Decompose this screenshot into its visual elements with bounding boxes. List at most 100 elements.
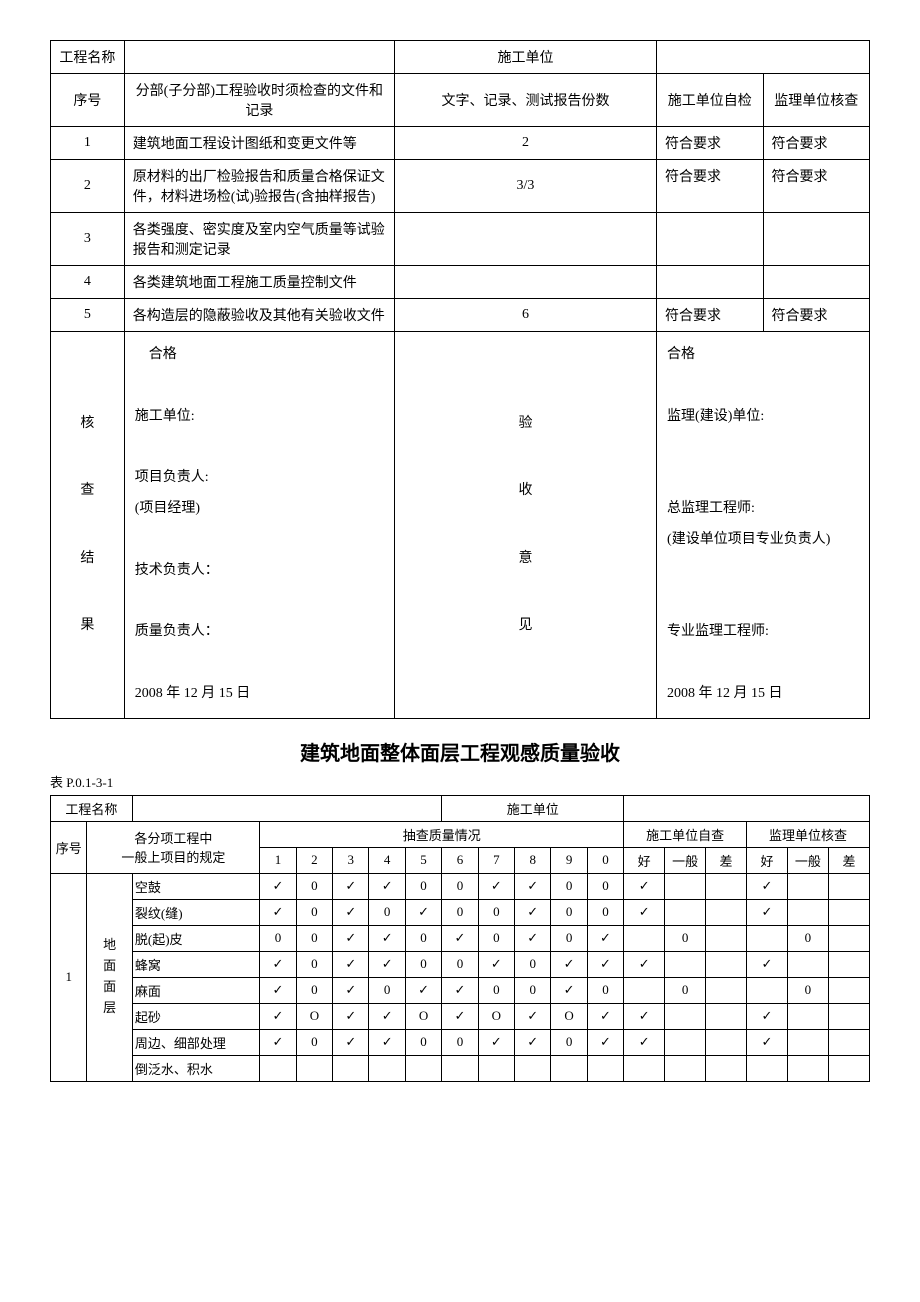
sample-cell: 0 <box>442 899 478 925</box>
sample-cell: ✓ <box>515 873 551 899</box>
self-cell <box>706 873 747 899</box>
cell-doc: 各类建筑地面工程施工质量控制文件 <box>124 266 394 299</box>
super-cell <box>787 1003 828 1029</box>
sample-cell: ✓ <box>442 925 478 951</box>
table-row: 起砂✓O✓✓O✓O✓O✓✓✓ <box>51 1003 870 1029</box>
sample-cell: ✓ <box>369 925 405 951</box>
sample-cell: ✓ <box>260 899 296 925</box>
self-cell <box>706 1029 747 1055</box>
header-self-2: 施工单位自查 <box>624 821 747 847</box>
cell-copies: 6 <box>394 299 656 332</box>
sample-cell: ✓ <box>587 925 623 951</box>
super-cell <box>747 977 788 1003</box>
sample-cell: O <box>551 1003 587 1029</box>
group-no: 1 <box>51 873 87 1081</box>
sample-cell: ✓ <box>478 1029 514 1055</box>
item-name: 起砂 <box>132 1003 259 1029</box>
col-num: 1 <box>260 847 296 873</box>
self-cell <box>665 951 706 977</box>
self-cell <box>665 1029 706 1055</box>
sample-cell <box>333 1055 369 1081</box>
super-cell <box>787 873 828 899</box>
self-cell <box>706 899 747 925</box>
supervision-sign-block: 合格监理(建设)单位:总监理工程师:(建设单位项目专业负责人)专业监理工程师: … <box>657 332 870 719</box>
self-cell <box>706 977 747 1003</box>
group-label: 地 面 面 层 <box>87 873 132 1081</box>
cell-seq: 5 <box>51 299 125 332</box>
value-project-name <box>124 41 394 74</box>
sample-cell: ✓ <box>333 977 369 1003</box>
value-construction-unit-2 <box>624 795 870 821</box>
super-cell <box>828 925 869 951</box>
sample-cell <box>296 1055 332 1081</box>
sample-cell: ✓ <box>515 899 551 925</box>
sample-cell: ✓ <box>587 951 623 977</box>
col-num: 6 <box>442 847 478 873</box>
sample-cell: ✓ <box>333 951 369 977</box>
sample-cell <box>442 1055 478 1081</box>
col-num: 0 <box>587 847 623 873</box>
sample-cell: O <box>405 1003 441 1029</box>
cell-copies <box>394 266 656 299</box>
cell-copies: 3/3 <box>394 160 656 213</box>
sample-cell: 0 <box>405 873 441 899</box>
value-construction-unit <box>657 41 870 74</box>
table-row: 3各类强度、密实度及室内空气质量等试验报告和测定记录 <box>51 213 870 266</box>
super-cell <box>787 899 828 925</box>
cell-doc: 原材料的出厂检验报告和质量合格保证文件，材料进场检(试)验报告(含抽样报告) <box>124 160 394 213</box>
sample-cell: ✓ <box>515 1029 551 1055</box>
sample-cell: ✓ <box>333 899 369 925</box>
self-cell <box>665 899 706 925</box>
table-row: 4各类建筑地面工程施工质量控制文件 <box>51 266 870 299</box>
super-cell: ✓ <box>747 951 788 977</box>
sample-cell: 0 <box>296 951 332 977</box>
sample-cell: ✓ <box>333 1029 369 1055</box>
cell-doc: 各类强度、密实度及室内空气质量等试验报告和测定记录 <box>124 213 394 266</box>
self-cell: ✓ <box>624 1003 665 1029</box>
super-cell <box>828 1029 869 1055</box>
col-rate-super: 一般 <box>787 847 828 873</box>
self-cell: 0 <box>665 925 706 951</box>
sample-cell: 0 <box>551 873 587 899</box>
col-num: 3 <box>333 847 369 873</box>
self-cell <box>706 951 747 977</box>
sample-cell <box>260 1055 296 1081</box>
header-sample: 抽查质量情况 <box>260 821 624 847</box>
cell-self <box>657 266 763 299</box>
sample-cell: 0 <box>296 1029 332 1055</box>
col-rate-super: 差 <box>828 847 869 873</box>
sample-cell: 0 <box>296 899 332 925</box>
self-cell: ✓ <box>624 1029 665 1055</box>
col-num: 2 <box>296 847 332 873</box>
super-cell <box>828 1003 869 1029</box>
self-cell: 0 <box>665 977 706 1003</box>
doc-check-table: 工程名称 施工单位 序号 分部(子分部)工程验收时须检查的文件和记录 文字、记录… <box>50 40 870 719</box>
sample-cell: ✓ <box>515 925 551 951</box>
construction-sign-block: 合格施工单位:项目负责人:(项目经理)技术负责人：质量负责人：2008 年 12… <box>124 332 394 719</box>
header-seq: 序号 <box>51 74 125 127</box>
self-cell <box>665 873 706 899</box>
sample-cell: ✓ <box>333 1003 369 1029</box>
cell-super <box>763 213 870 266</box>
header-copies: 文字、记录、测试报告份数 <box>394 74 656 127</box>
sample-cell: 0 <box>369 899 405 925</box>
col-rate-self: 好 <box>624 847 665 873</box>
sample-cell: 0 <box>260 925 296 951</box>
sample-cell: ✓ <box>260 951 296 977</box>
visual-quality-table: 工程名称 施工单位 序号 各分项工程中 一般上项目的规定 抽查质量情况 施工单位… <box>50 795 870 1082</box>
cell-self <box>657 213 763 266</box>
sample-cell: ✓ <box>369 1029 405 1055</box>
cell-super: 符合要求 <box>763 127 870 160</box>
table-row: 2原材料的出厂检验报告和质量合格保证文件，材料进场检(试)验报告(含抽样报告)3… <box>51 160 870 213</box>
header-super: 监理单位核查 <box>763 74 870 127</box>
label-check-result: 核 查 结 果 <box>51 332 125 719</box>
super-cell <box>747 925 788 951</box>
sample-cell <box>551 1055 587 1081</box>
super-cell <box>747 1055 788 1081</box>
sample-cell: 0 <box>369 977 405 1003</box>
sample-cell: 0 <box>587 977 623 1003</box>
sample-cell: O <box>478 1003 514 1029</box>
sample-cell: 0 <box>296 977 332 1003</box>
sample-cell: 0 <box>405 1029 441 1055</box>
col-num: 7 <box>478 847 514 873</box>
